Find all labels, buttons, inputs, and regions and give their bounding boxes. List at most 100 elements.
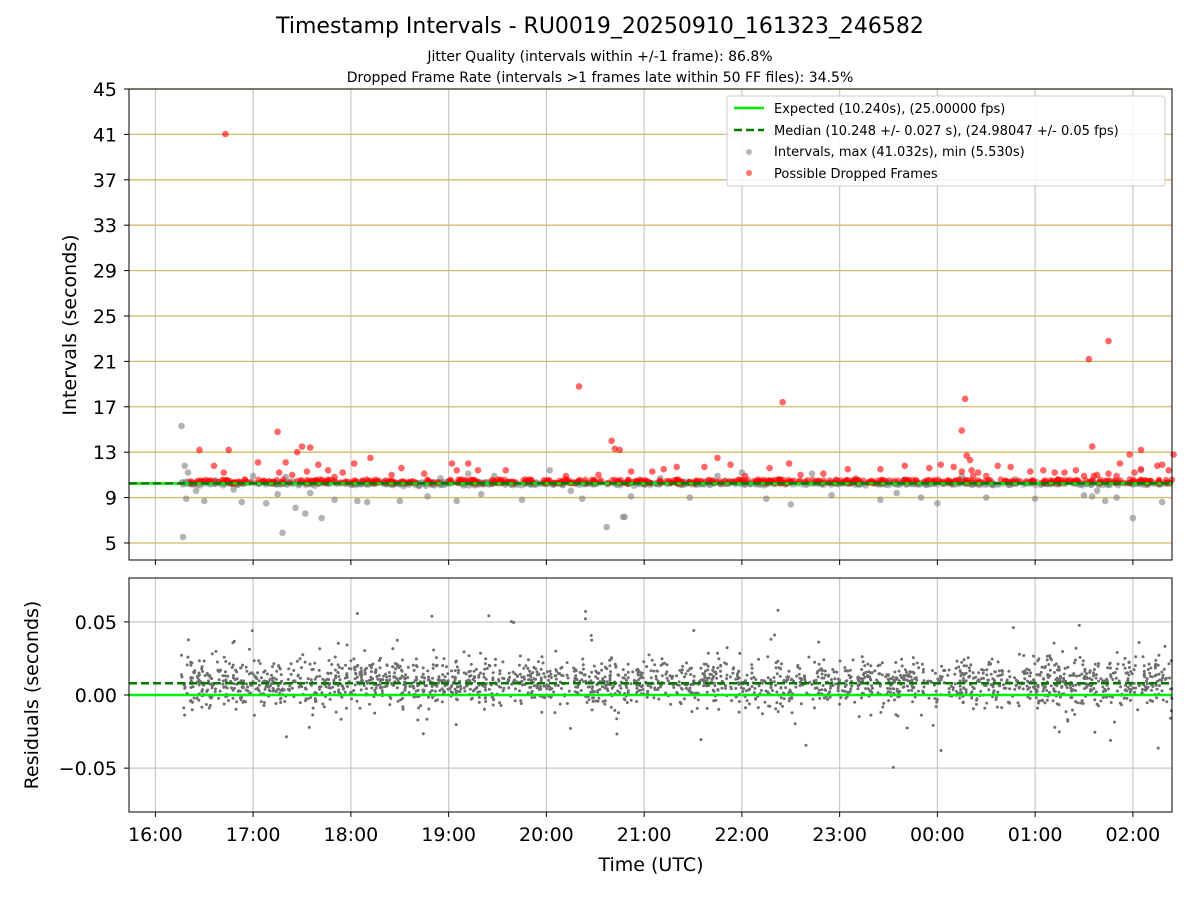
interval-point xyxy=(621,513,628,521)
interval-point xyxy=(1080,492,1088,499)
residual-point xyxy=(787,699,791,703)
residual-point xyxy=(189,699,192,703)
residual-point xyxy=(464,672,468,676)
residual-point xyxy=(820,688,824,692)
residual-point xyxy=(527,658,530,662)
residual-point xyxy=(1109,701,1113,704)
residual-point xyxy=(787,675,791,679)
residual-point xyxy=(894,713,898,717)
residual-point xyxy=(483,707,486,711)
residual-point xyxy=(428,690,432,694)
residual-point xyxy=(668,674,672,678)
dropped-point xyxy=(675,476,682,483)
residual-point xyxy=(259,700,263,704)
residuals-y-tick-label: 0.05 xyxy=(75,612,117,634)
residual-point xyxy=(750,666,754,670)
residual-point xyxy=(660,657,664,661)
residual-point xyxy=(621,668,625,672)
residual-point xyxy=(539,678,543,682)
residual-point xyxy=(281,687,285,691)
residual-point xyxy=(267,685,271,689)
residual-point xyxy=(914,676,918,680)
residual-point xyxy=(836,677,840,681)
residual-point xyxy=(1088,676,1092,680)
dropped-point xyxy=(315,461,322,469)
residual-point xyxy=(1000,673,1004,676)
residual-point xyxy=(1085,683,1089,687)
residual-point xyxy=(1057,703,1061,707)
residual-point xyxy=(955,659,959,663)
residual-point xyxy=(737,700,741,703)
dropped-point xyxy=(969,472,977,480)
residual-point xyxy=(362,684,366,687)
residual-point xyxy=(1133,664,1137,668)
residual-point xyxy=(289,672,293,676)
residual-point xyxy=(1153,666,1157,670)
residual-point xyxy=(399,698,403,702)
residual-point xyxy=(214,649,218,653)
interval-point xyxy=(318,514,325,522)
residual-point xyxy=(878,672,882,676)
residual-point xyxy=(1137,684,1141,688)
residual-point xyxy=(352,657,356,661)
interval-point xyxy=(306,489,314,497)
residual-point xyxy=(323,679,327,683)
residual-point xyxy=(311,667,315,671)
residual-point xyxy=(1134,686,1138,690)
residual-point xyxy=(356,663,360,667)
residual-point xyxy=(1058,695,1062,699)
residual-point xyxy=(954,666,958,670)
residual-point xyxy=(434,656,438,660)
residual-point xyxy=(936,677,940,681)
residual-point xyxy=(459,687,463,691)
residual-point xyxy=(880,661,884,665)
residual-point xyxy=(596,690,600,694)
residual-point xyxy=(208,674,212,678)
intervals-y-tick-label: 41 xyxy=(93,124,117,146)
residual-point xyxy=(221,679,225,683)
residual-point xyxy=(1163,678,1167,681)
residual-point xyxy=(1117,679,1121,683)
residual-point xyxy=(775,701,779,705)
residual-point xyxy=(1081,659,1085,663)
residuals-x-ticks: 16:00 17:00 18:00 19:00 20:00 21:00 22:00 23:00… xyxy=(128,812,1160,846)
residual-point xyxy=(704,669,707,673)
residual-point xyxy=(1145,679,1148,683)
residual-point xyxy=(300,666,303,670)
residual-point xyxy=(524,664,528,668)
residual-point xyxy=(689,690,693,694)
residual-point xyxy=(905,726,909,730)
residual-point xyxy=(414,675,418,679)
residual-point xyxy=(626,662,630,666)
residual-point xyxy=(352,689,356,692)
residual-point xyxy=(1016,701,1020,705)
residual-point xyxy=(603,699,607,703)
residual-point xyxy=(233,678,237,682)
residual-point xyxy=(942,669,946,672)
residual-point xyxy=(839,696,843,700)
residual-point xyxy=(284,735,288,739)
residual-point xyxy=(590,687,594,691)
residual-point xyxy=(734,687,738,690)
residual-point xyxy=(706,664,710,668)
legend-dropped-marker xyxy=(746,170,752,176)
residual-point xyxy=(926,679,930,683)
residual-point xyxy=(514,687,517,691)
residual-point xyxy=(337,665,341,669)
residual-point xyxy=(507,686,511,690)
intervals-y-tick-label: 5 xyxy=(105,533,117,555)
residual-point xyxy=(579,689,583,692)
residual-point xyxy=(454,659,458,663)
residual-point xyxy=(197,683,201,687)
residual-point xyxy=(427,675,430,679)
residual-point xyxy=(994,696,998,700)
residual-point xyxy=(1092,668,1096,671)
intervals-y-ticks: 5 9 13 17 21 25 29 33 37 41 45 xyxy=(93,79,129,555)
residual-point xyxy=(440,700,444,704)
residual-point xyxy=(333,690,337,694)
residual-point xyxy=(361,679,364,683)
residual-point xyxy=(1008,675,1012,679)
residual-point xyxy=(675,691,679,694)
residual-point xyxy=(947,690,951,694)
